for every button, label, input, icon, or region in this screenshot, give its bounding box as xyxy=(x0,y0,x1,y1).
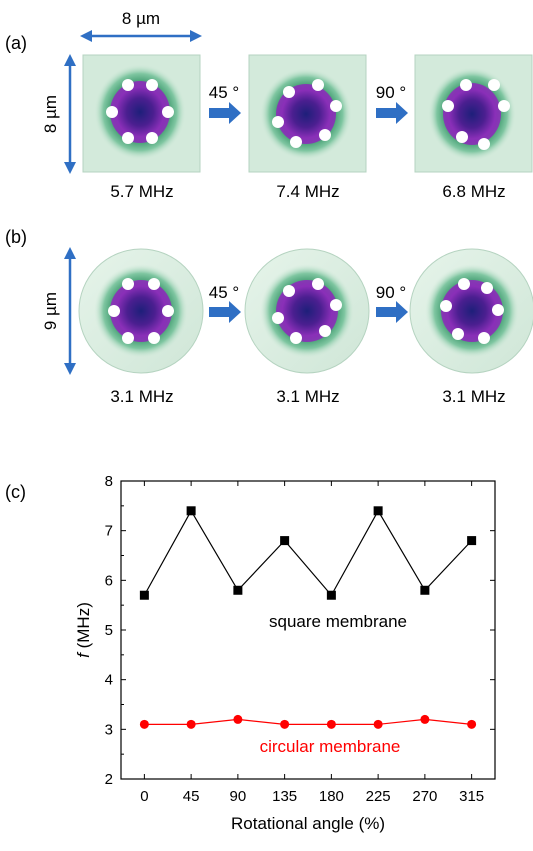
y-tick-label: 3 xyxy=(105,721,113,738)
size-label: 9 µm xyxy=(41,292,60,330)
circular-membrane-90deg xyxy=(409,248,533,374)
y-tick-label: 2 xyxy=(105,771,113,788)
size-dimension-arrow xyxy=(64,247,76,375)
data-point-circle xyxy=(139,719,149,729)
rotation-label-90-b: 90 ° xyxy=(376,283,406,302)
frequency-label-a-0: 5.7 MHz xyxy=(110,182,173,201)
data-point-square xyxy=(467,536,477,546)
x-tick-label: 180 xyxy=(319,788,344,805)
panel-c-label: (c) xyxy=(5,482,26,502)
data-point-circle xyxy=(233,714,243,724)
x-tick-label: 315 xyxy=(459,788,484,805)
frequency-label-a-2: 6.8 MHz xyxy=(442,182,505,201)
x-axis-label: Rotational angle (%) xyxy=(231,814,385,833)
data-point-square xyxy=(420,585,430,595)
rotation-arrow-45-b xyxy=(209,301,241,323)
frequency-label-b-1: 3.1 MHz xyxy=(276,387,339,406)
height-dimension-arrow xyxy=(64,54,76,174)
x-tick-label: 45 xyxy=(183,788,200,805)
y-tick-label: 6 xyxy=(105,572,113,589)
data-point-square xyxy=(233,585,243,595)
y-axis-label: f (MHz) xyxy=(74,602,93,658)
data-point-circle xyxy=(373,719,383,729)
height-label: 8 µm xyxy=(41,95,60,133)
square-membrane-0deg xyxy=(82,54,201,173)
data-point-square xyxy=(186,506,196,516)
rotation-arrow-90-b xyxy=(376,301,408,323)
data-point-circle xyxy=(326,719,336,729)
width-dimension-arrow xyxy=(80,30,202,42)
data-point-circle xyxy=(280,719,290,729)
y-tick-label: 7 xyxy=(105,523,113,540)
y-tick-label: 5 xyxy=(105,622,113,639)
rotation-label-90-a: 90 ° xyxy=(376,83,406,102)
circular-membrane-0deg xyxy=(78,248,204,374)
y-axis-label-unit: (MHz) xyxy=(74,602,93,653)
series-line-0 xyxy=(143,509,473,597)
panel-b-label: (b) xyxy=(5,227,27,247)
width-label: 8 µm xyxy=(122,9,160,28)
frequency-label-a-1: 7.4 MHz xyxy=(276,182,339,201)
data-point-square xyxy=(373,506,383,516)
data-point-circle xyxy=(467,719,477,729)
x-tick-label: 0 xyxy=(140,788,148,805)
circular-membrane-45deg xyxy=(244,248,370,374)
data-point-circle xyxy=(420,714,430,724)
rotation-label-45-b: 45 ° xyxy=(209,283,239,302)
y-axis-label-symbol: f xyxy=(74,651,93,658)
x-tick-label: 135 xyxy=(272,788,297,805)
rotation-arrow-45-a xyxy=(209,102,241,124)
x-tick-label: 90 xyxy=(230,788,247,805)
panel-a-label: (a) xyxy=(5,33,27,53)
data-point-square xyxy=(139,590,149,600)
frequency-label-b-0: 3.1 MHz xyxy=(110,387,173,406)
square-membrane-90deg xyxy=(414,54,533,173)
y-tick-label: 8 xyxy=(105,473,113,490)
data-point-square xyxy=(280,536,290,546)
rotation-label-45-a: 45 ° xyxy=(209,83,239,102)
y-tick-label: 4 xyxy=(105,672,113,689)
frequency-label-b-2: 3.1 MHz xyxy=(442,387,505,406)
data-point-square xyxy=(326,590,336,600)
x-tick-label: 270 xyxy=(412,788,437,805)
series-line-1 xyxy=(144,718,472,725)
square-membrane-45deg xyxy=(248,54,367,173)
x-tick-label: 225 xyxy=(366,788,391,805)
series-label-0: square membrane xyxy=(269,612,407,631)
rotation-arrow-90-a xyxy=(376,102,408,124)
series-label-1: circular membrane xyxy=(260,737,401,756)
data-point-circle xyxy=(186,719,196,729)
